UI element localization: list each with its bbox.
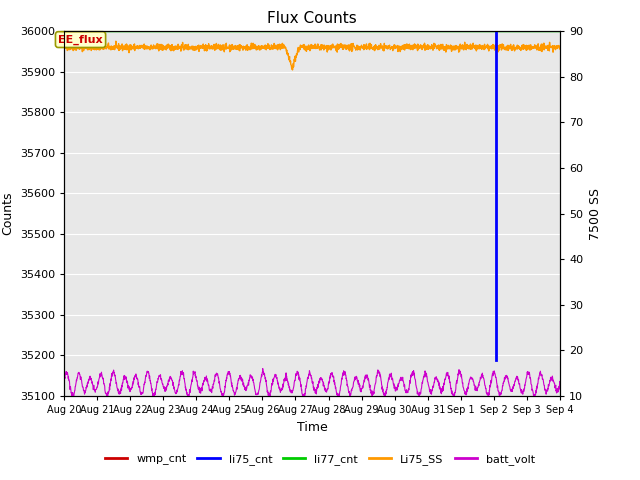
Legend: wmp_cnt, li75_cnt, li77_cnt, Li75_SS, batt_volt: wmp_cnt, li75_cnt, li77_cnt, Li75_SS, ba… [100, 450, 540, 469]
Y-axis label: 7500 SS: 7500 SS [589, 188, 602, 240]
X-axis label: Time: Time [296, 420, 328, 433]
Y-axis label: Counts: Counts [1, 192, 14, 235]
Title: Flux Counts: Flux Counts [267, 11, 357, 26]
Text: EE_flux: EE_flux [58, 35, 103, 45]
